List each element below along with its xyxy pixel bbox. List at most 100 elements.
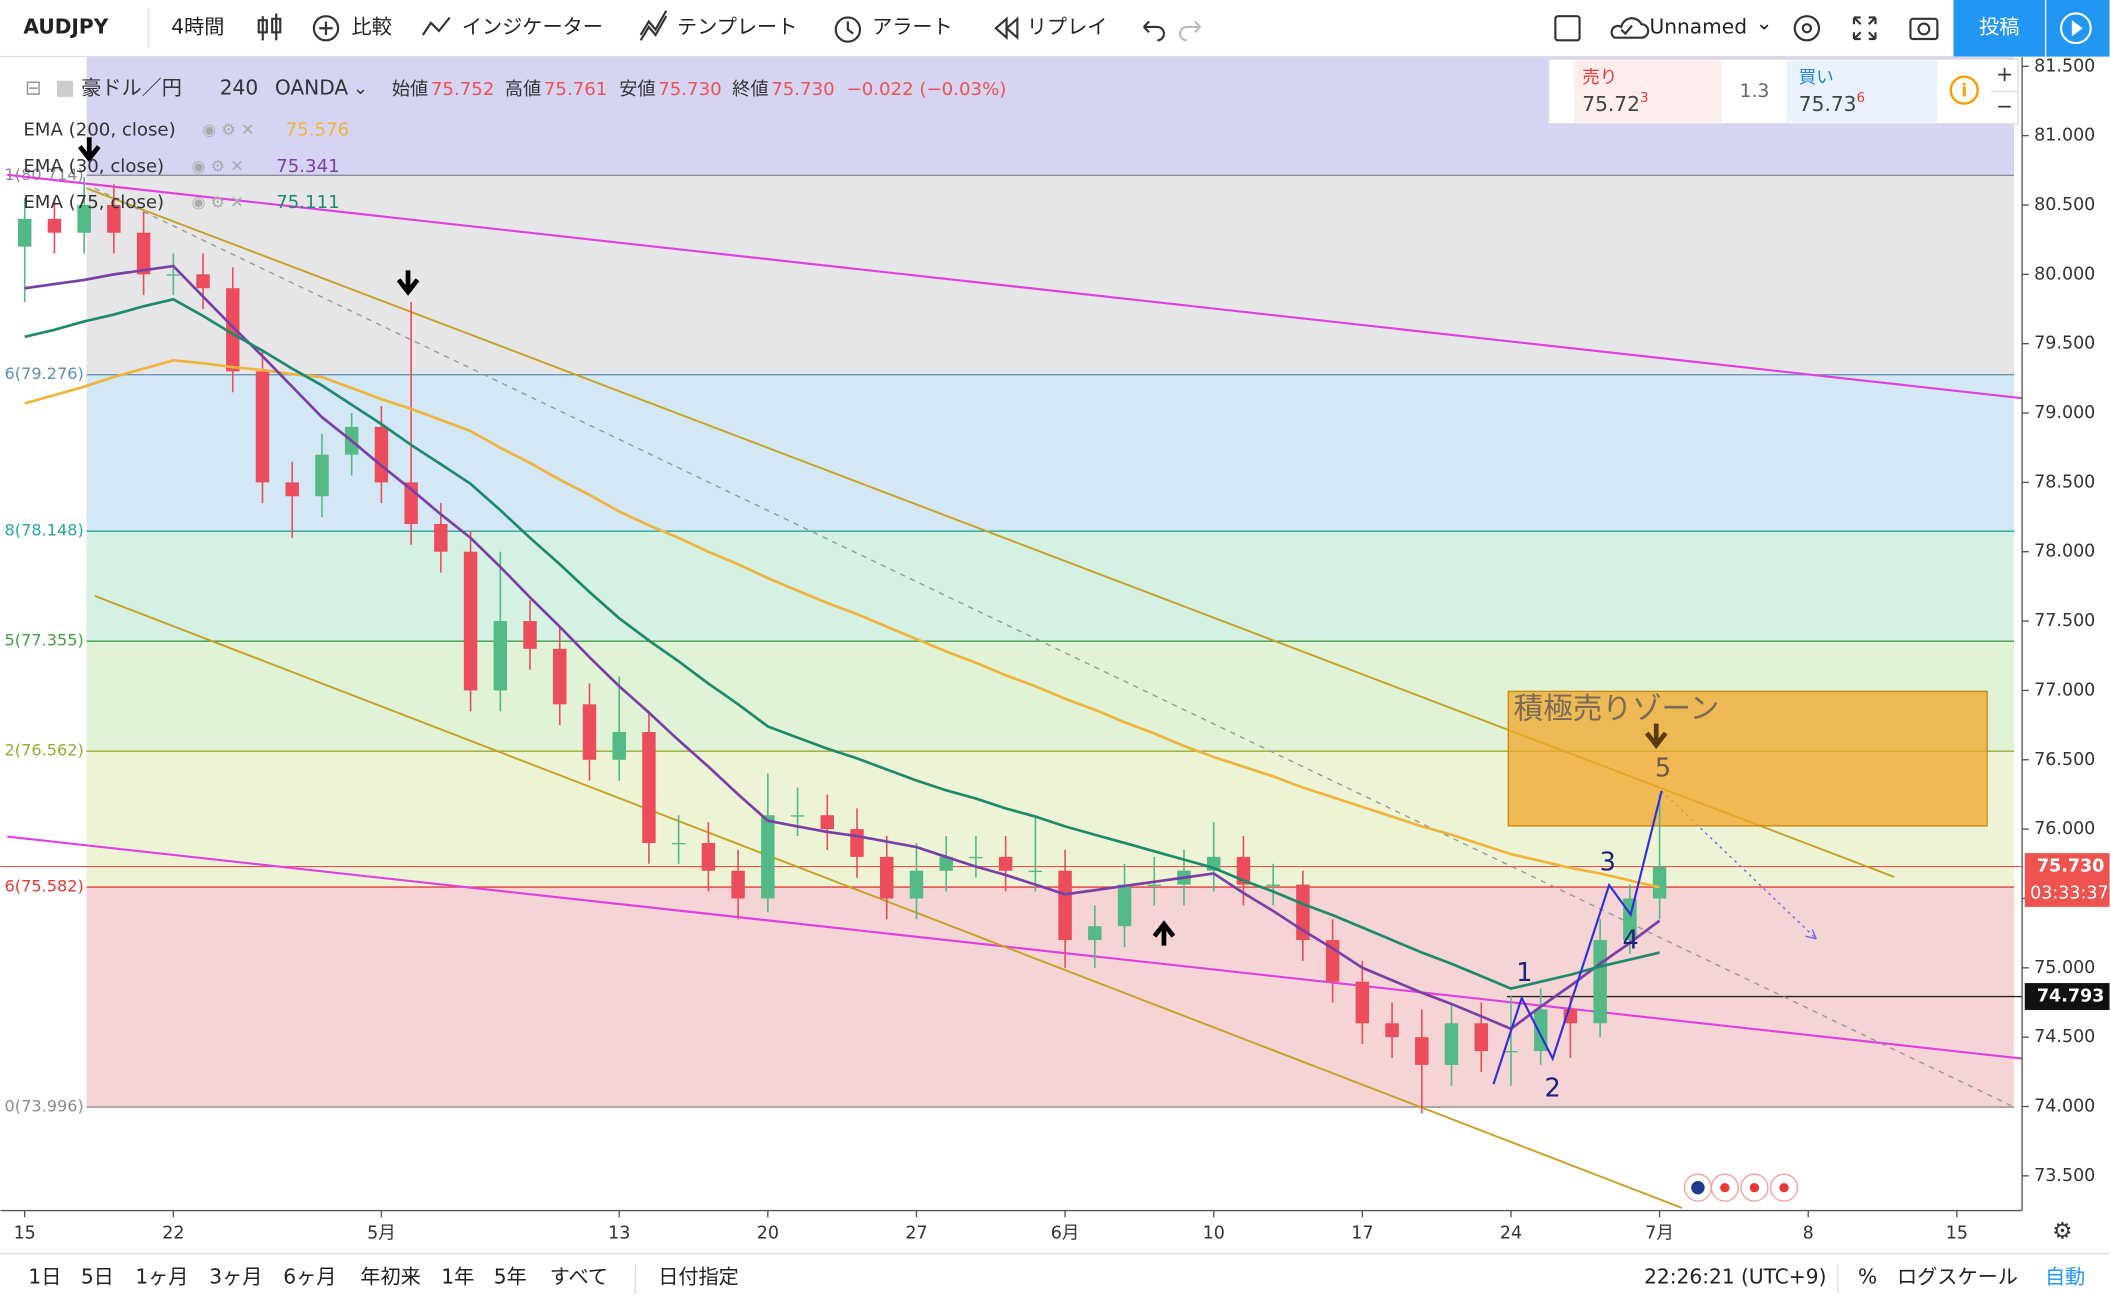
event-icons[interactable]	[1683, 1173, 1799, 1202]
interval[interactable]: 4時間	[171, 15, 224, 39]
candle-body	[196, 274, 210, 289]
fib-label: 6(79.276)	[5, 364, 84, 383]
indicators[interactable]: インジケーター	[462, 15, 603, 39]
sell-button[interactable]	[1574, 60, 1723, 123]
replay-icon[interactable]	[994, 16, 1019, 41]
range-button[interactable]: 6ヶ月	[283, 1264, 336, 1288]
indicator-name[interactable]: EMA (200, close)	[23, 119, 175, 140]
y-tick-label: 77.000	[2034, 680, 2095, 700]
range-button[interactable]: 年初来	[360, 1264, 420, 1288]
symbol-search[interactable]: AUDJPY	[23, 15, 108, 39]
layout-dropdown[interactable]: ⌄	[1756, 11, 1773, 35]
fullscreen-button[interactable]	[1852, 16, 1877, 41]
candle-body	[47, 218, 62, 233]
templates[interactable]: テンプレート	[677, 15, 797, 39]
candle-body	[1058, 870, 1072, 941]
event-dot	[1720, 1182, 1730, 1193]
alert-icon[interactable]	[834, 16, 862, 43]
channel-line[interactable]	[94, 594, 1683, 1209]
cloud-icon[interactable]	[1610, 17, 1650, 39]
sell-zone[interactable]	[1507, 690, 1988, 827]
sell-label: 売り	[1582, 68, 1617, 88]
fib-label: 6(75.582)	[5, 877, 84, 896]
collapse-icon[interactable]: ⊟	[25, 75, 42, 99]
indicator-icon[interactable]	[421, 16, 451, 36]
replay[interactable]: リプレイ	[1027, 15, 1108, 39]
publish[interactable]: 投稿	[1979, 15, 2019, 39]
fib-label: 5(77.355)	[5, 631, 84, 650]
indicator-name[interactable]: EMA (30, close)	[23, 156, 164, 177]
undo[interactable]	[1143, 20, 1166, 42]
goto-date[interactable]: 日付指定	[658, 1264, 739, 1288]
info-icon[interactable]	[1949, 75, 1979, 105]
candle-body	[226, 288, 240, 372]
y-tick-label: 78.000	[2034, 542, 2095, 562]
indicator-value: 75.111	[276, 192, 339, 213]
range-button[interactable]: 1年	[441, 1264, 474, 1288]
elliott-wave[interactable]	[1492, 790, 1663, 1085]
trend-line[interactable]	[7, 173, 2023, 400]
range-button[interactable]: 5年	[494, 1264, 527, 1288]
redo[interactable]	[1179, 20, 1202, 42]
price-axis[interactable]	[2022, 56, 2110, 1211]
candle-body	[671, 842, 686, 845]
arrow-down[interactable]	[1644, 723, 1668, 749]
arrow-up[interactable]	[1152, 920, 1176, 946]
candle-body	[790, 815, 805, 817]
range-button[interactable]: すべて	[550, 1264, 608, 1288]
range-button[interactable]: 1ヶ月	[135, 1264, 188, 1288]
log-toggle[interactable]: ログスケール	[1897, 1264, 2018, 1288]
candle-body	[1147, 884, 1161, 886]
alert-hands	[846, 21, 854, 35]
event-dot	[1779, 1182, 1789, 1193]
trend-line[interactable]	[7, 835, 2023, 1060]
ohlc-value: 75.730	[771, 79, 834, 100]
layout-icon[interactable]	[1554, 15, 1581, 42]
candle-body	[1474, 1023, 1488, 1052]
candle-body	[1355, 981, 1370, 1024]
dropdown-icon[interactable]: ⌄	[353, 78, 368, 99]
arrow-down[interactable]	[396, 270, 420, 296]
plus-button[interactable]: +	[1996, 62, 2013, 86]
percent-toggle[interactable]: %	[1858, 1264, 1877, 1288]
arrow-down[interactable]	[77, 137, 101, 163]
y-tick-label: 78.500	[2034, 472, 2095, 492]
publish-button[interactable]	[1953, 0, 2045, 57]
time-axis[interactable]	[0, 1210, 2110, 1254]
candle-body	[820, 815, 835, 830]
resolution: 240	[220, 75, 258, 99]
candle-body	[1266, 884, 1280, 886]
candle-body	[1652, 866, 1667, 899]
indicator-name[interactable]: EMA (75, close)	[23, 192, 164, 213]
auto-toggle[interactable]: 自動	[2045, 1264, 2085, 1288]
ema-line	[24, 264, 1661, 1031]
compare-icon[interactable]	[312, 15, 340, 42]
x-tick-label: 13	[608, 1223, 630, 1243]
candle-body	[166, 274, 181, 276]
settings-icon[interactable]: ⚙	[2052, 1219, 2073, 1245]
buy-button[interactable]	[1786, 60, 1938, 123]
settings-button[interactable]	[1793, 15, 1821, 42]
snapshot-button[interactable]	[1909, 17, 1939, 41]
y-tick-label: 81.000	[2034, 126, 2095, 146]
price: 75.73	[1799, 91, 1857, 115]
x-tick-label: 10	[1203, 1223, 1225, 1243]
indicator-controls: ◉ ⚙ ✕	[191, 193, 243, 212]
range-button[interactable]: 1日	[28, 1264, 61, 1288]
toolbar: AUDJPY 4時間 比較 インジケーター テンプレート アラート リプレイ U…	[0, 0, 2110, 58]
layout-name[interactable]: Unnamed	[1650, 15, 1747, 39]
chart-type-icon[interactable]	[257, 13, 282, 41]
range-button[interactable]: 5日	[81, 1264, 114, 1288]
fib-label: 2(76.562)	[5, 741, 84, 760]
candle-body	[1444, 1023, 1459, 1065]
range-button[interactable]: 3ヶ月	[209, 1264, 262, 1288]
template-icon[interactable]	[639, 10, 668, 41]
instrument[interactable]: 豪ドル／円	[81, 75, 182, 99]
compare[interactable]: 比較	[352, 15, 392, 39]
minus-button[interactable]: −	[1996, 94, 2013, 118]
candle-body	[701, 842, 716, 871]
change: −0.022 (−0.03%)	[847, 79, 1007, 100]
y-tick-label: 80.500	[2034, 195, 2095, 215]
alert[interactable]: アラート	[872, 15, 953, 39]
candle-body	[1504, 1051, 1518, 1053]
